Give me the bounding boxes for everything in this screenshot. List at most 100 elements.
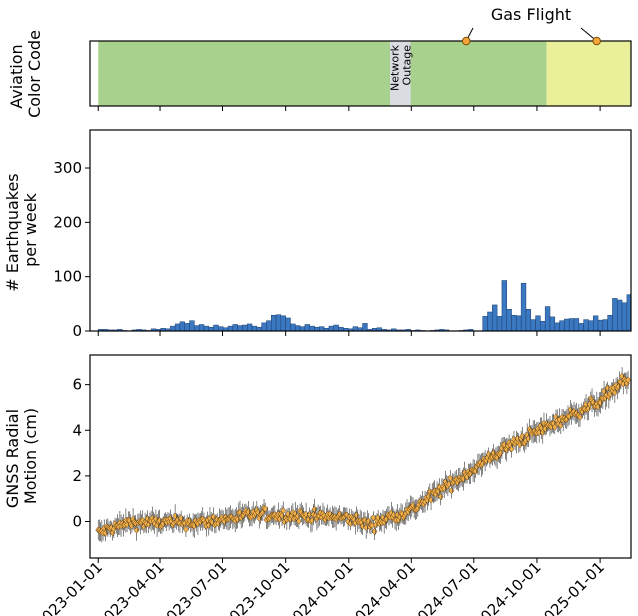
gnss-point	[359, 522, 366, 530]
earthquake-bar	[251, 325, 258, 332]
gas-flight-marker	[461, 36, 471, 46]
gnss-point	[280, 506, 287, 515]
earthquake-bar	[597, 319, 604, 332]
gnss-point	[279, 512, 285, 520]
gnss-point	[183, 525, 189, 533]
gnss-point	[371, 527, 378, 535]
y-tick-label: 4	[72, 421, 82, 439]
earthquake-bar	[506, 309, 512, 332]
gnss-point	[295, 517, 302, 525]
gnss-point	[133, 526, 140, 534]
gas-flight-events: Gas Flight	[461, 5, 601, 46]
earthquake-bars	[97, 280, 632, 332]
earthquake-bar	[290, 323, 296, 332]
gnss-point	[508, 445, 515, 453]
earthquake-bar	[184, 323, 190, 332]
earthquake-bar	[540, 320, 546, 332]
earthquakes-ylabel: # Earthquakes per week	[3, 168, 40, 291]
y-tick-label: 200	[53, 213, 82, 231]
aviation-ylabel: Aviation Color Code	[7, 30, 44, 118]
earthquake-bar	[501, 280, 507, 332]
earthquake-bar	[309, 325, 315, 332]
earthquake-bar	[602, 319, 608, 332]
earthquake-bar	[328, 325, 334, 332]
gnss-point	[311, 505, 318, 513]
y-tick-label: 0	[72, 322, 82, 340]
x-tick-label: 2025-01-01	[534, 558, 608, 616]
earthquake-bar	[588, 320, 594, 332]
gas-flight-label: Gas Flight	[491, 5, 571, 24]
earthquake-bar	[617, 299, 623, 332]
earthquake-bar	[299, 326, 306, 332]
earthquake-bar	[275, 314, 282, 332]
network-outage-rect	[390, 41, 411, 106]
earthquake-bar	[496, 316, 503, 332]
x-tick-label: 2024-07-01	[407, 558, 481, 616]
earthquake-bar	[218, 326, 224, 332]
gnss-point	[156, 516, 163, 525]
earthquake-bar	[198, 324, 205, 332]
earthquake-bar	[516, 315, 522, 332]
gnss-point	[210, 513, 217, 521]
earthquake-bar	[352, 326, 359, 332]
earthquake-bar	[578, 323, 584, 332]
earthquakes-frame	[89, 129, 632, 332]
x-tick-label: 2024-10-01	[470, 558, 544, 616]
earthquake-bar	[246, 323, 253, 332]
gnss-point	[597, 399, 604, 407]
network-outage-label: NetworkOutage	[388, 44, 413, 91]
x-tick-label: 2024-01-01	[282, 558, 356, 616]
gnss-point	[519, 432, 526, 440]
earthquake-bar	[362, 323, 368, 332]
y-tick-label: 2	[72, 467, 82, 485]
earthquake-bar	[295, 325, 301, 332]
y-tick-label: 300	[53, 159, 82, 177]
earthquake-bar	[549, 316, 556, 332]
earthquake-bar	[237, 325, 243, 332]
gnss-frame	[89, 354, 632, 559]
earthquakes-x-ticks	[97, 331, 601, 336]
earthquake-bar	[285, 317, 291, 332]
earthquake-bar	[319, 326, 325, 332]
earthquake-bar	[564, 318, 570, 332]
earthquake-bar	[242, 324, 248, 332]
aviation-frame	[89, 40, 632, 107]
earthquake-bar	[573, 318, 580, 332]
color-code-segment-green	[98, 41, 547, 106]
earthquake-bar	[520, 282, 527, 332]
earthquake-bar	[626, 294, 632, 332]
earthquake-bar	[525, 309, 532, 332]
earthquake-bar	[203, 325, 210, 332]
earthquake-bar	[592, 315, 599, 332]
x-tick-label: 2023-01-01	[32, 558, 106, 616]
gnss-point	[139, 516, 146, 524]
earthquake-bar	[266, 320, 272, 332]
earthquake-bar	[280, 315, 286, 332]
earthquake-bar	[174, 323, 181, 332]
gnss-point	[611, 388, 618, 397]
earthquake-bar	[544, 306, 551, 332]
earthquake-bar	[270, 314, 277, 332]
network-outage-band: NetworkOutage	[388, 41, 413, 106]
earthquake-bar	[511, 314, 517, 332]
gnss-point	[262, 505, 269, 513]
gnss-points	[95, 367, 632, 543]
color-code-segment-yellow	[546, 41, 631, 106]
gnss-y-ticks: 0 2 4 6	[72, 376, 90, 531]
gnss-point	[595, 403, 601, 411]
earthquake-bar	[261, 322, 267, 332]
gnss-point	[551, 423, 558, 431]
y-tick-label: 100	[53, 268, 82, 286]
x-tick-label: 2023-07-01	[156, 558, 230, 616]
earthquake-bar	[530, 319, 536, 332]
x-tick-labels: 2023-01-012023-04-012023-07-012023-10-01…	[32, 558, 608, 616]
earthquake-bar	[583, 319, 589, 332]
earthquakes-y-ticks: 0 100 200 300	[53, 159, 90, 340]
earthquake-bar	[621, 302, 628, 332]
earthquake-bar	[487, 311, 493, 332]
earthquake-bar	[170, 325, 176, 332]
earthquake-bar	[304, 324, 310, 332]
gnss-point	[441, 484, 448, 493]
earthquake-bar	[492, 304, 498, 332]
